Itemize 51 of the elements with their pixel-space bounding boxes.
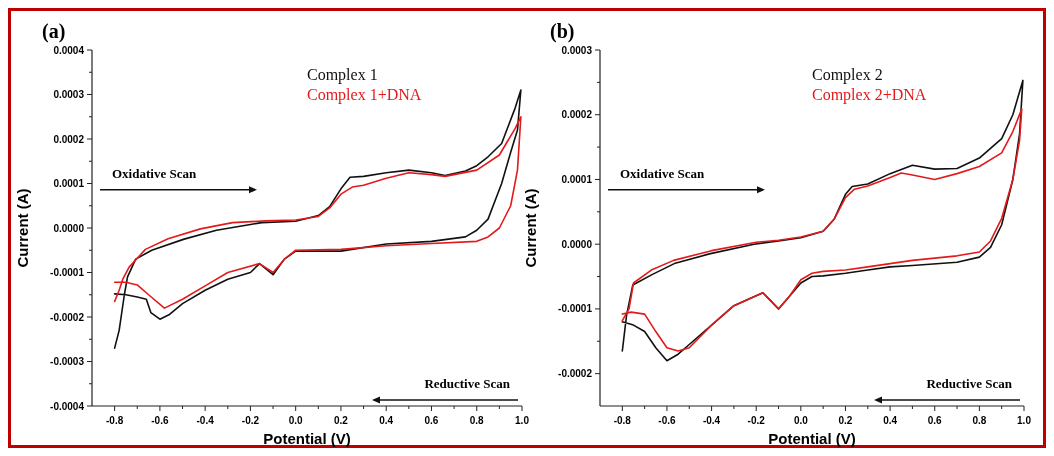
y-tick-label: 0.0004 [53,44,85,56]
y-tick-label: 0.0003 [561,44,593,56]
x-tick-label: 0.0 [793,415,809,426]
y-tick-label: -0.0002 [50,311,85,323]
annotation: Reductive Scan [424,376,511,391]
x-tick-label: -0.6 [658,415,676,426]
text: Complex 2+DNA [812,86,927,104]
x-axis-title: Potential (V) [263,430,351,447]
x-tick-label: 0.8 [972,415,987,426]
x-tick-label: 0.4 [379,415,394,426]
y-tick-label: 0.0000 [561,238,593,250]
y-tick-label: 0.0001 [561,173,593,185]
annotation: Reductive Scan [926,376,1013,391]
x-tick-label: -0.8 [613,415,632,426]
line-series [113,89,522,349]
y-tick-label: 0.0003 [53,89,85,100]
line-series [113,115,522,309]
x-tick-label: 0.6 [927,415,943,426]
y-tick-label: -0.0001 [558,303,593,315]
x-tick-label: 1.0 [515,415,530,426]
y-tick-label: -0.0002 [558,368,593,380]
y-tick-label: -0.0003 [50,356,85,367]
y-tick-label: 0.0002 [53,133,85,145]
y-axis-title: Current (A) [14,188,31,268]
x-tick-label: 0.2 [333,415,349,426]
x-tick-label: -0.2 [241,415,260,426]
x-tick-label: -0.8 [106,415,124,426]
x-tick-label: -0.6 [151,415,169,426]
y-tick-label: 0.0001 [53,178,85,189]
x-tick-label: -0.2 [747,415,766,426]
x-tick-label: -0.4 [702,415,721,426]
annotation: Oxidative Scan [112,165,197,181]
y-tick-label: -0.0004 [50,400,85,412]
x-tick-label: 0.2 [838,415,853,426]
y-tick-label: -0.0001 [50,267,85,278]
annotation: Oxidative Scan [620,165,705,181]
x-tick-label: 0.4 [883,415,898,426]
x-tick-label: -0.4 [196,415,215,426]
chart-title: (a) [42,20,66,43]
text: Complex 2 [812,66,883,84]
x-tick-label: 0.6 [424,415,439,426]
x-tick-label: 0.8 [469,415,485,426]
x-tick-label: 0.0 [288,415,304,426]
chart-title: (b) [550,20,575,43]
y-tick-label: 0.0000 [53,222,85,234]
x-tick-label: 1.0 [1017,415,1032,426]
text: Complex 1 [307,66,378,84]
y-axis-title: Current (A) [522,188,539,268]
y-tick-label: 0.0002 [561,109,593,121]
x-axis-title: Potential (V) [768,430,856,447]
text: Complex 1+DNA [307,86,422,104]
